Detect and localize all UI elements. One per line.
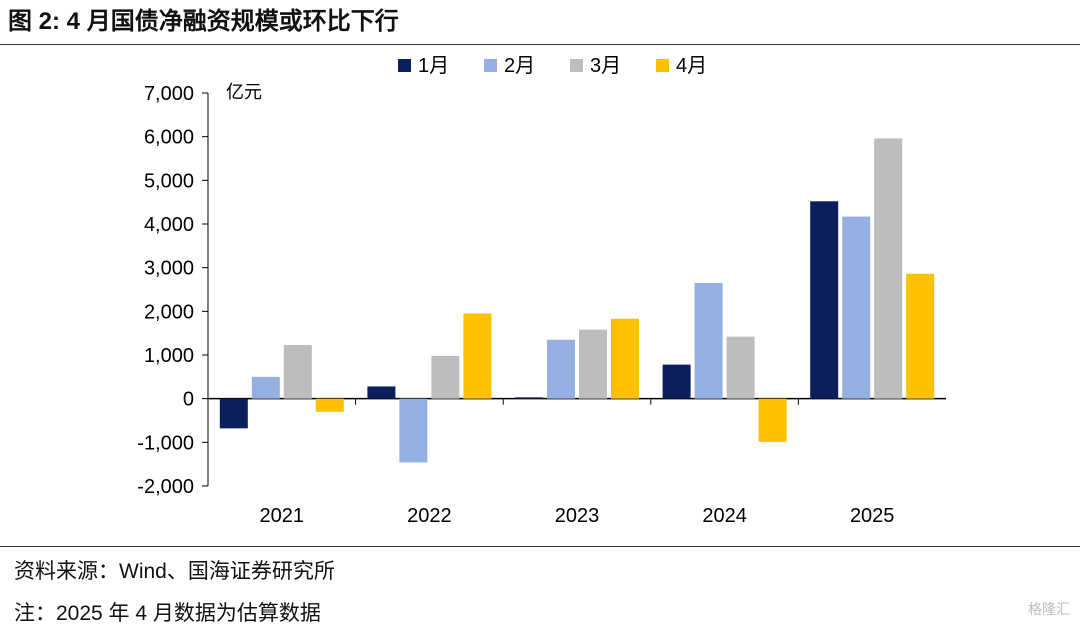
bar-chart: 7,000 6,000 5,000 4,000 3,000 2,000 1,000 0 -1,0… [137, 55, 946, 527]
bar [515, 397, 543, 399]
bar [219, 398, 248, 429]
bar [547, 339, 575, 399]
y-tick-label: 3,000 [144, 258, 194, 280]
y-tick-label: 5,000 [144, 170, 194, 192]
legend-swatch [484, 59, 497, 72]
bar [431, 355, 460, 399]
top-divider [0, 44, 1080, 45]
legend-swatch [398, 59, 411, 72]
legend-swatch [570, 59, 583, 72]
x-tick-label: 2024 [702, 505, 747, 527]
bar [611, 318, 639, 399]
bar [758, 398, 787, 442]
bar [283, 344, 312, 399]
y-tick-label: 0 [183, 389, 194, 411]
chart-area: 7,000 6,000 5,000 4,000 3,000 2,000 1,000 0 -1,0… [0, 45, 1080, 545]
x-tick-label: 2022 [407, 505, 452, 527]
legend-label: 2月 [504, 55, 535, 77]
bar [399, 398, 428, 463]
y-tick-label: 6,000 [144, 127, 194, 149]
watermark: 格隆汇 [1028, 601, 1070, 617]
bar [662, 364, 691, 399]
x-tick-label: 2023 [555, 505, 600, 527]
bar [463, 313, 492, 399]
bar [579, 329, 607, 399]
y-tick-label: -2,000 [137, 476, 194, 498]
chart-title: 图 2: 4 月国债净融资规模或环比下行 [8, 8, 399, 35]
y-tick-label: 4,000 [144, 214, 194, 236]
footnote: 注：2025 年 4 月数据为估算数据 [14, 602, 321, 625]
bar [874, 138, 903, 399]
y-tick-label: 2,000 [144, 301, 194, 323]
bottom-divider [0, 546, 1080, 547]
y-tick-label: 7,000 [144, 83, 194, 105]
y-tick-label: 1,000 [144, 345, 194, 367]
bar [810, 201, 839, 399]
bar [694, 282, 723, 399]
bar [367, 386, 396, 399]
x-tick-label: 2021 [260, 505, 305, 527]
legend-label: 4月 [676, 55, 707, 77]
bar [315, 398, 344, 412]
bar [842, 216, 871, 399]
bar [251, 376, 280, 399]
bar [726, 336, 755, 399]
bar [906, 273, 935, 399]
legend-label: 1月 [418, 55, 449, 77]
source-note: 资料来源：Wind、国海证券研究所 [14, 560, 335, 583]
y-unit-label: 亿元 [226, 82, 262, 102]
legend-label: 3月 [590, 55, 621, 77]
legend-swatch [656, 59, 669, 72]
y-tick-label: -1,000 [137, 432, 194, 454]
x-tick-label: 2025 [850, 505, 895, 527]
